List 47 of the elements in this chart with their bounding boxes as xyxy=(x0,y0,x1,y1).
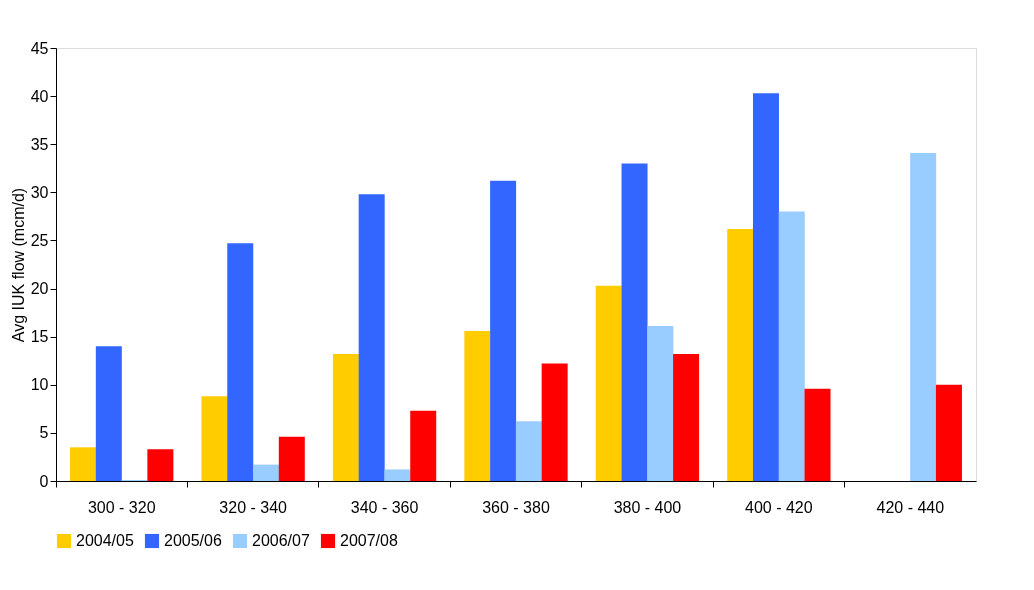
legend-label: 2007/08 xyxy=(340,532,398,549)
legend-label: 2004/05 xyxy=(76,532,134,549)
bar xyxy=(358,194,385,481)
bar xyxy=(935,384,962,481)
x-tick-label: 400 - 420 xyxy=(745,498,813,516)
x-tick-label: 320 - 340 xyxy=(219,498,288,516)
bar xyxy=(673,353,700,481)
bar xyxy=(595,285,622,481)
bar xyxy=(95,346,122,481)
bar xyxy=(464,330,491,481)
x-tick-label: 380 - 400 xyxy=(613,498,682,516)
y-axis-title: Avg IUK flow (mcm/d) xyxy=(9,187,27,343)
y-tick-label: 5 xyxy=(39,424,49,442)
x-tick-label: 300 - 320 xyxy=(87,498,156,516)
bar xyxy=(332,353,359,481)
bar xyxy=(778,211,805,481)
bar xyxy=(70,447,97,481)
bar xyxy=(201,396,228,481)
bar xyxy=(515,421,542,481)
y-tick-label: 40 xyxy=(30,87,49,105)
y-tick-label: 0 xyxy=(39,472,49,490)
legend-label: 2005/06 xyxy=(164,532,222,549)
x-tick-label: 340 - 360 xyxy=(350,498,419,516)
y-tick-label: 10 xyxy=(30,376,49,394)
bar xyxy=(227,243,254,481)
bar xyxy=(490,180,517,481)
bar xyxy=(647,326,674,481)
y-tick-label: 25 xyxy=(30,231,49,249)
bar xyxy=(727,228,754,481)
bar xyxy=(410,410,437,481)
bar xyxy=(541,363,568,481)
x-tick-label: 420 - 440 xyxy=(876,498,945,516)
bar xyxy=(804,388,831,481)
y-tick-label: 45 xyxy=(30,39,49,57)
bar xyxy=(147,449,174,481)
bar xyxy=(253,464,280,481)
x-tick-label: 360 - 380 xyxy=(482,498,550,516)
legend-label: 2006/07 xyxy=(252,532,310,549)
y-tick-label: 20 xyxy=(30,280,49,298)
y-tick-label: 15 xyxy=(30,328,49,346)
bar xyxy=(752,93,779,481)
bar xyxy=(384,469,411,481)
y-tick-label: 35 xyxy=(30,135,49,153)
bar xyxy=(910,152,937,481)
bar xyxy=(621,163,648,481)
y-tick-label: 30 xyxy=(30,183,49,201)
bar xyxy=(278,436,305,481)
